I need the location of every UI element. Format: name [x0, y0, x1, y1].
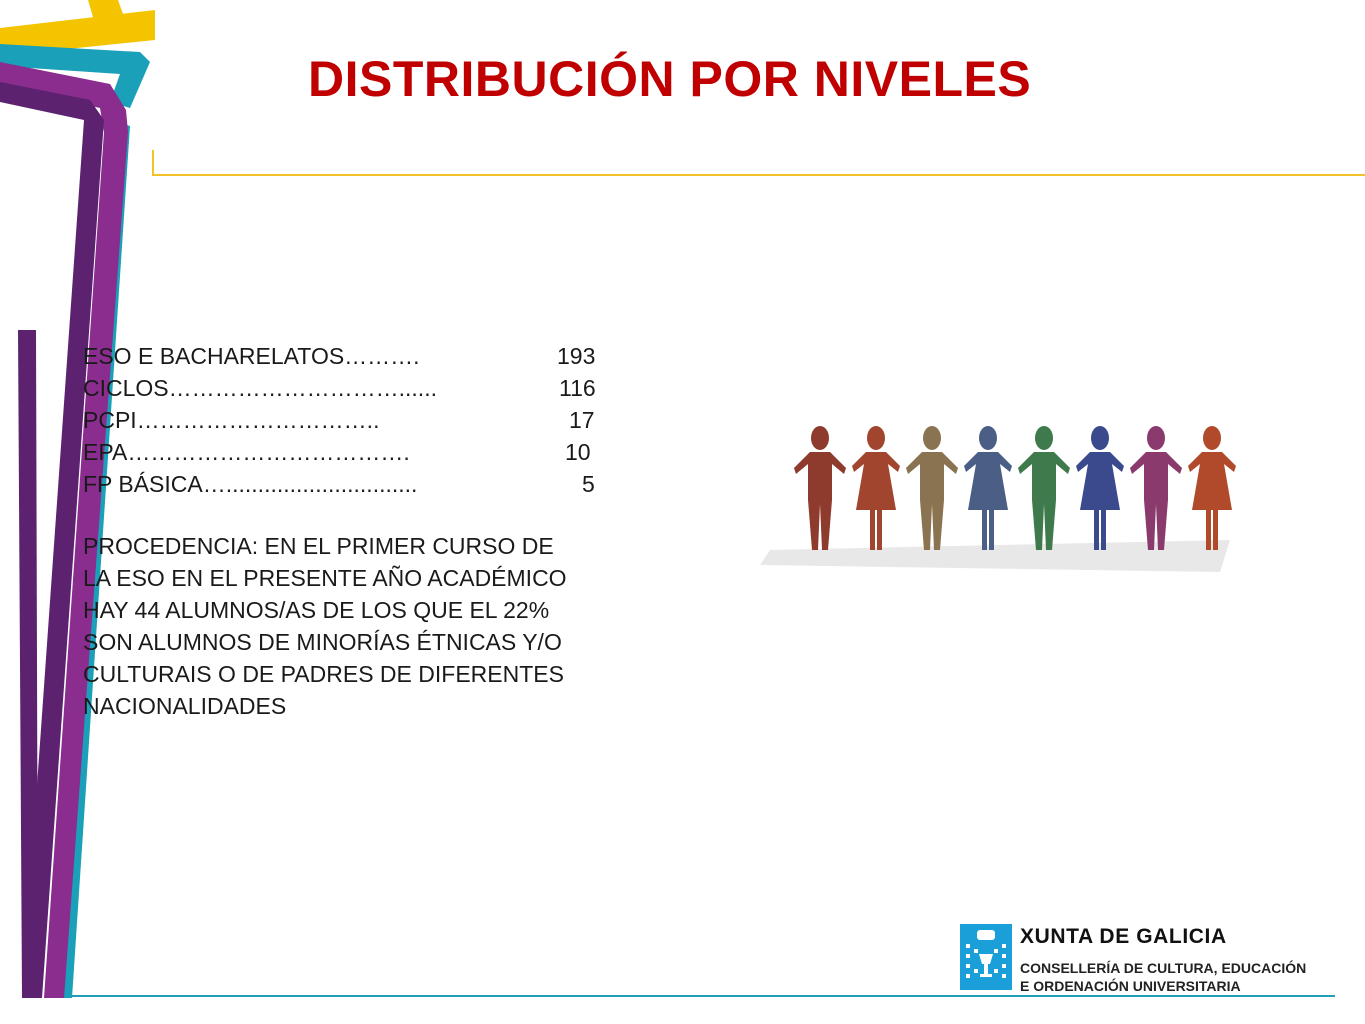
decorative-ribbons [0, 0, 155, 998]
paper-person-figure [852, 426, 900, 550]
level-label: EPA………………………………. [83, 439, 410, 465]
level-value: 116 [559, 375, 596, 401]
level-label: ESO E BACHARELATOS………. [83, 343, 420, 369]
paper-person-figure [1130, 426, 1182, 550]
paper-person-figure [1188, 426, 1236, 550]
paper-person-figure [906, 426, 958, 550]
page-title: DISTRIBUCIÓN POR NIVELES [308, 51, 1032, 107]
logo-dept-line1: CONSELLERÍA DE CULTURA, EDUCACIÓN [1020, 960, 1307, 976]
footer-rule [68, 995, 1335, 997]
paper-person-figure [1018, 426, 1070, 550]
level-value: 10 [565, 439, 591, 465]
paper-person-figure [794, 426, 846, 550]
xunta-logo-icon [960, 924, 1012, 990]
logo-dept-line2: E ORDENACIÓN UNIVERSITARIA [1020, 978, 1241, 994]
procedencia-text: PROCEDENCIA: EN EL PRIMER CURSO DE LA ES… [83, 533, 567, 719]
paper-person-figure [1076, 426, 1124, 550]
header-rule [152, 150, 1365, 176]
level-label: CICLOS…………………………...... [83, 375, 437, 401]
level-label: FP BÁSICA….............................. [83, 471, 418, 497]
level-value: 17 [569, 407, 595, 433]
level-label: PCPI………………………….. [83, 407, 380, 433]
level-value: 5 [582, 471, 595, 497]
paper-people-illustration [760, 426, 1236, 572]
paper-person-figure [964, 426, 1012, 550]
logo-org-name: XUNTA DE GALICIA [1020, 925, 1227, 948]
level-value: 193 [557, 343, 596, 369]
